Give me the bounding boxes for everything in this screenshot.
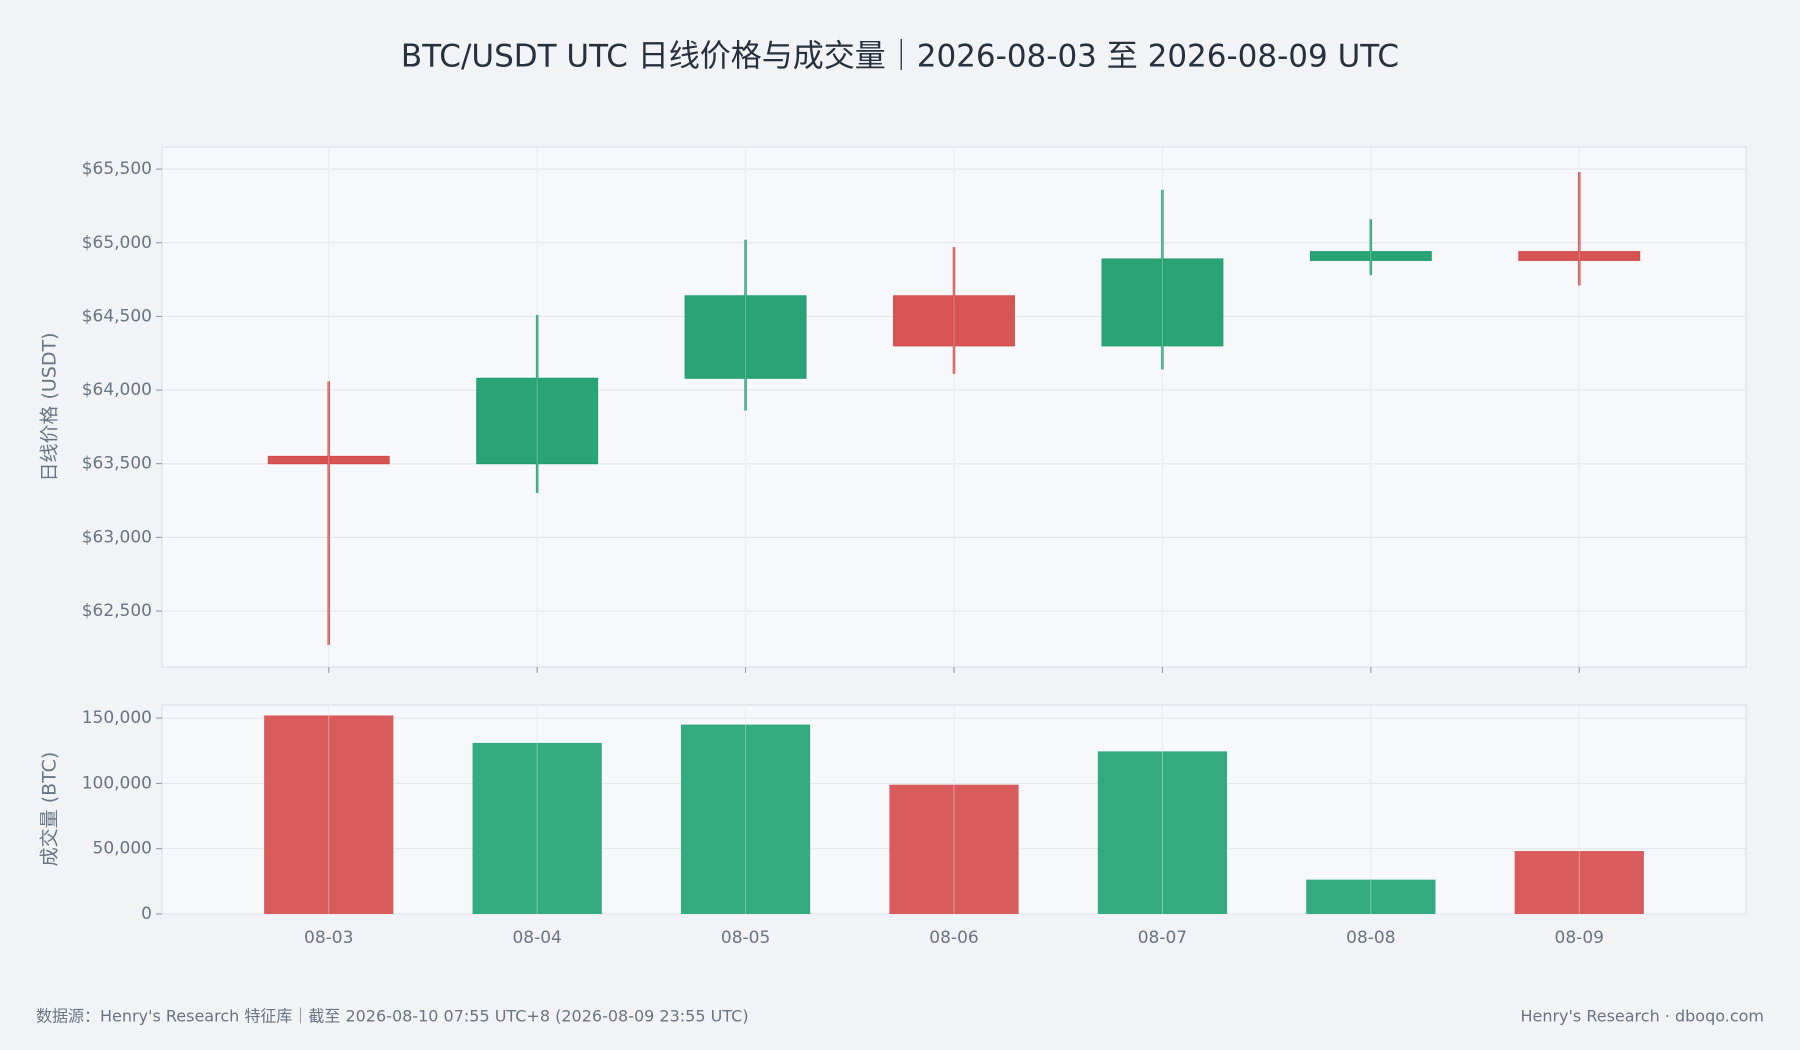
volume-bar bbox=[1306, 879, 1436, 914]
x-tick-label: 08-03 bbox=[304, 928, 353, 948]
candle-body bbox=[1101, 258, 1224, 347]
y-tick-label: 150,000 bbox=[82, 708, 152, 728]
candle-body bbox=[267, 455, 390, 465]
y-tick-label: $65,000 bbox=[82, 233, 152, 253]
y-tick-label: $63,500 bbox=[82, 454, 152, 474]
y-axis-label: 日线价格 (USDT) bbox=[39, 332, 61, 481]
candle-body bbox=[893, 295, 1015, 347]
y-tick-label: 100,000 bbox=[82, 773, 152, 793]
candle-body bbox=[684, 295, 807, 379]
y-tick-label: $65,500 bbox=[82, 159, 152, 179]
x-tick-label: 08-09 bbox=[1555, 928, 1604, 948]
x-tick-label: 08-05 bbox=[721, 928, 770, 948]
candle-body bbox=[1309, 251, 1432, 261]
y-tick-label: $63,000 bbox=[82, 527, 152, 547]
x-tick-label: 08-07 bbox=[1138, 928, 1187, 948]
volume-bar bbox=[680, 724, 811, 914]
volume-bar bbox=[472, 742, 602, 914]
x-tick-label: 08-06 bbox=[929, 928, 978, 948]
y-axis-label: 成交量 (BTC) bbox=[39, 752, 61, 867]
footer-source: 数据源：Henry's Research 特征库｜截至 2026-08-10 0… bbox=[36, 1007, 749, 1026]
candle-body bbox=[1518, 251, 1641, 261]
volume-bar bbox=[1514, 851, 1644, 914]
y-tick-label: 0 bbox=[141, 904, 152, 924]
y-tick-label: $64,500 bbox=[82, 306, 152, 326]
candle-body bbox=[476, 377, 599, 465]
volume-bar bbox=[889, 784, 1019, 914]
chart-title: BTC/USDT UTC 日线价格与成交量｜2026-08-03 至 2026-… bbox=[401, 39, 1399, 75]
x-tick-label: 08-04 bbox=[512, 928, 561, 948]
y-tick-label: $64,000 bbox=[82, 380, 152, 400]
volume-bar bbox=[264, 715, 394, 914]
y-tick-label: 50,000 bbox=[93, 839, 152, 859]
volume-bar bbox=[1097, 751, 1228, 914]
x-tick-label: 08-08 bbox=[1346, 928, 1395, 948]
y-tick-label: $62,500 bbox=[82, 601, 152, 621]
footer-credit: Henry's Research · dboqo.com bbox=[1520, 1007, 1764, 1026]
